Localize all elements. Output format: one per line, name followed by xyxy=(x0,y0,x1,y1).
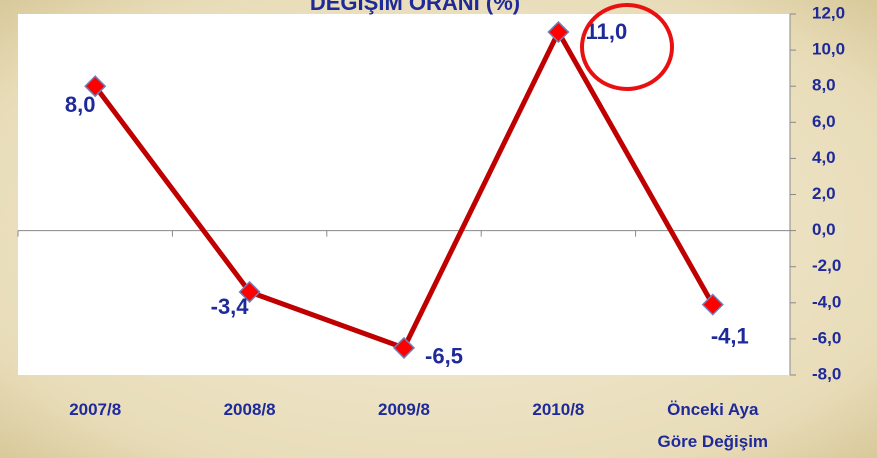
y-tick-label: -2,0 xyxy=(812,256,841,275)
y-tick-label: -6,0 xyxy=(812,328,841,347)
y-tick-label: -8,0 xyxy=(812,364,841,383)
y-tick-label: 2,0 xyxy=(812,184,836,203)
y-tick-label: 8,0 xyxy=(812,76,836,95)
data-label: -6,5 xyxy=(425,344,463,369)
y-tick-label: -4,0 xyxy=(812,292,841,311)
x-tick-label: 2007/8 xyxy=(69,400,122,419)
y-tick-label: 0,0 xyxy=(812,220,836,239)
chart-title: DEĞİŞİM ORANI (%) xyxy=(310,0,520,15)
y-tick-label: 10,0 xyxy=(812,40,845,59)
marker xyxy=(547,20,570,44)
data-label: -3,4 xyxy=(211,294,250,319)
data-label: -4,1 xyxy=(711,323,749,348)
plot-area xyxy=(18,14,790,375)
y-tick-label: 4,0 xyxy=(812,148,836,167)
x-tick-label: Önceki Aya Göre Değişim xyxy=(657,400,769,451)
x-tick-label: 2009/8 xyxy=(378,400,430,419)
x-tick-label: 2010/8 xyxy=(532,400,585,419)
y-tick-label: 12,0 xyxy=(812,3,845,22)
marker xyxy=(84,75,107,98)
marker xyxy=(701,293,724,316)
x-tick-label: 2008/8 xyxy=(223,400,276,419)
y-tick-label: 6,0 xyxy=(812,112,836,131)
data-label: 11,0 xyxy=(586,19,628,44)
data-label: 8,0 xyxy=(65,92,96,117)
annotation-circle xyxy=(580,3,674,91)
marker xyxy=(238,280,261,304)
marker xyxy=(392,336,416,359)
